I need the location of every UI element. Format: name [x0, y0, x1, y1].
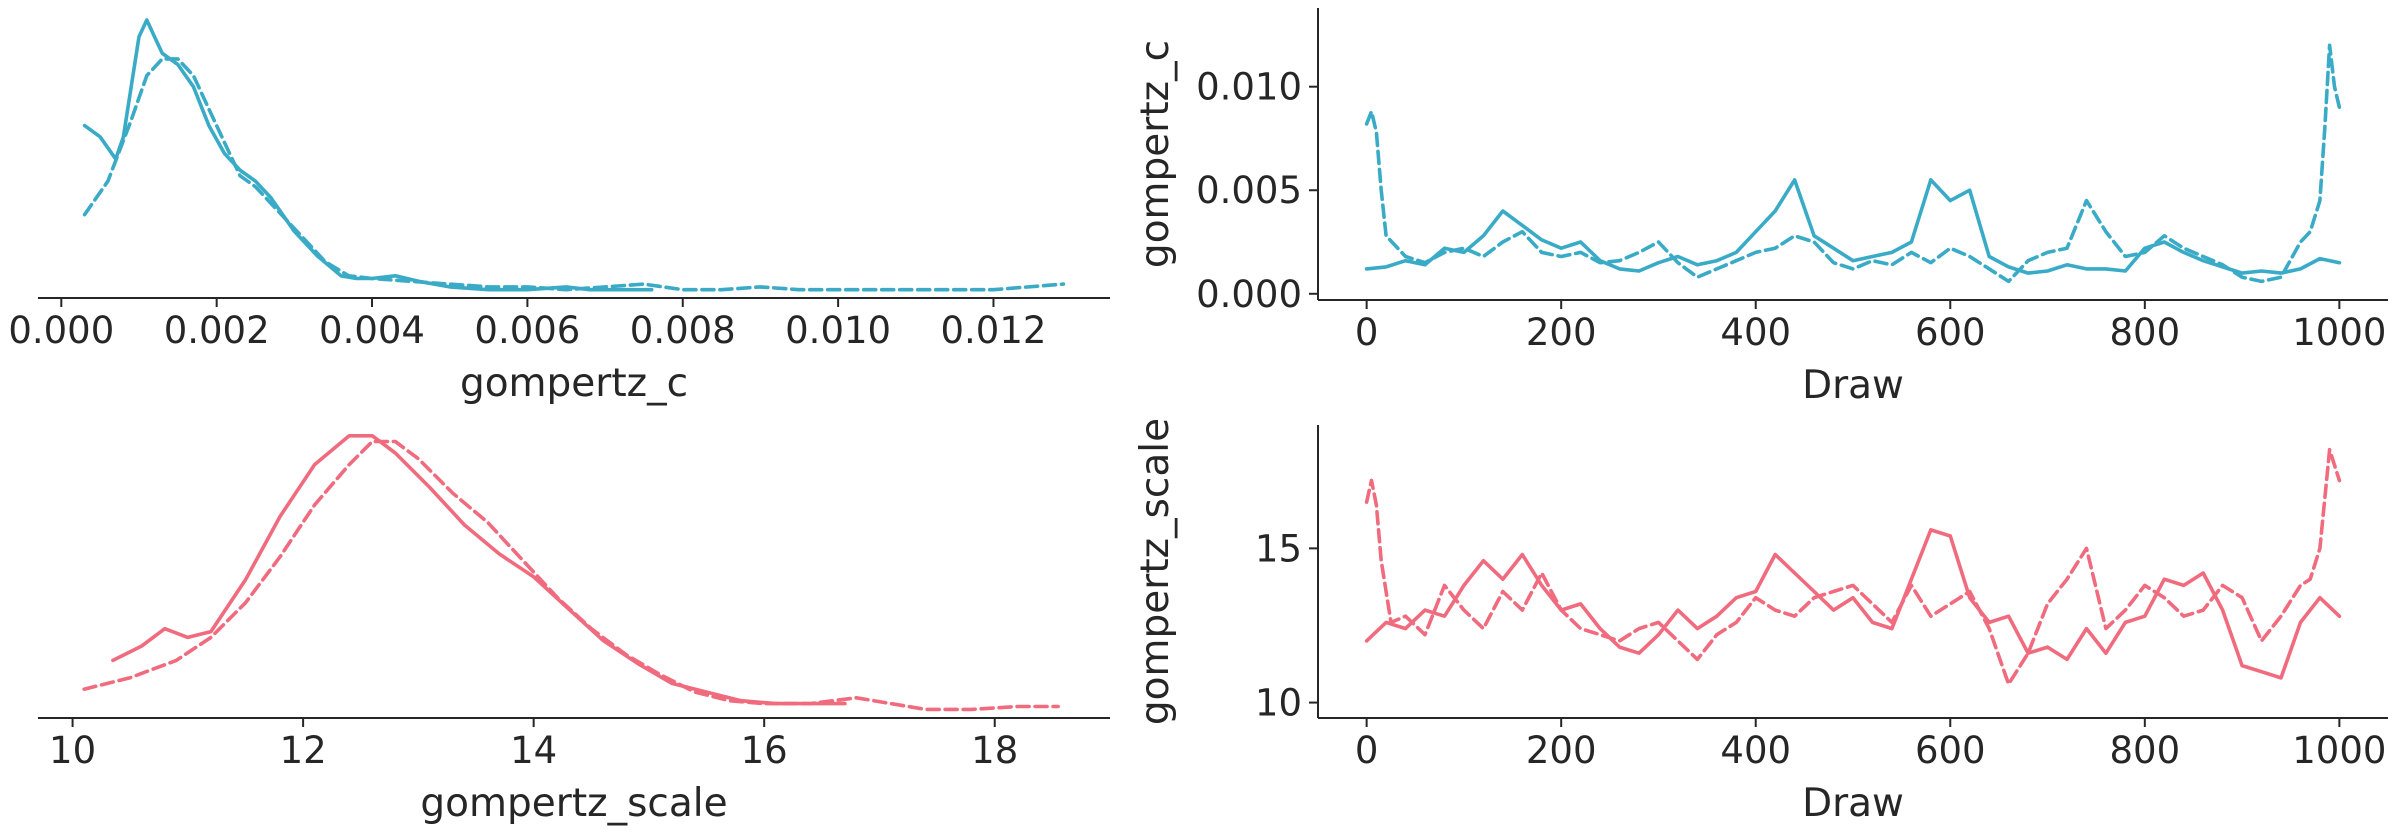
x-tick-label: 16: [741, 729, 788, 772]
x-tick-label: 0.008: [630, 309, 736, 352]
x-tick-label: 1000: [2292, 311, 2386, 354]
x-tick-label: 200: [1526, 311, 1597, 354]
x-tick-label: 0: [1355, 729, 1379, 772]
series-line-dashed: [1364, 447, 2342, 686]
series-line-solid: [1364, 528, 2342, 680]
x-tick-label: 400: [1720, 311, 1791, 354]
x-tick-label: 800: [2110, 311, 2181, 354]
y-tick-label: 15: [1255, 527, 1302, 570]
y-tick-label: 0.010: [1196, 66, 1302, 109]
x-tick-label: 0.006: [474, 309, 580, 352]
trace-gompertz-c-panel: 0 200 400 600 800 1000 Draw 0.000 0.005 0.010 gomp…: [1133, 8, 2388, 408]
x-tick-label: 600: [1915, 729, 1986, 772]
x-axis-label: Draw: [1802, 781, 1904, 826]
y-tick-label: 0.005: [1196, 169, 1302, 212]
x-tick-label: 600: [1915, 311, 1986, 354]
x-tick-label: 0.012: [941, 309, 1047, 352]
series-line-dashed: [82, 439, 1060, 712]
x-tick-label: 0.010: [785, 309, 891, 352]
x-axis-label: Draw: [1802, 363, 1904, 408]
series-line-dashed: [82, 57, 1066, 292]
y-axis-label: gompertz_c: [1133, 40, 1178, 268]
x-tick-label: 0: [1355, 311, 1379, 354]
x-axis-label: gompertz_scale: [420, 781, 727, 826]
x-tick-label: 12: [280, 729, 327, 772]
kde-gompertz-scale-panel: 10 12 14 16 18 gompertz_scale: [38, 434, 1110, 826]
x-tick-label: 800: [2110, 729, 2181, 772]
trace-gompertz-scale-panel: 0 200 400 600 800 1000 Draw 10 15 gompertz_scale: [1133, 418, 2388, 826]
y-axis-label: gompertz_scale: [1133, 418, 1178, 725]
x-tick-label: 10: [49, 729, 96, 772]
series-line-dashed: [1364, 43, 2342, 284]
y-tick-label: 0.000: [1196, 273, 1302, 316]
x-tick-label: 200: [1526, 729, 1597, 772]
series-line-solid: [82, 18, 654, 292]
x-tick-label: 14: [510, 729, 557, 772]
kde-gompertz-c-panel: 0.000 0.002 0.004 0.006 0.008 0.010 0.012 gompe…: [8, 18, 1110, 406]
y-tick-label: 10: [1255, 682, 1302, 725]
x-tick-label: 400: [1720, 729, 1791, 772]
x-tick-label: 18: [971, 729, 1018, 772]
x-tick-label: 0.002: [164, 309, 270, 352]
x-tick-label: 1000: [2292, 729, 2386, 772]
series-line-solid: [111, 434, 847, 706]
x-tick-label: 0.004: [319, 309, 425, 352]
series-line-solid: [1364, 178, 2342, 275]
x-axis-label: gompertz_c: [460, 361, 688, 406]
x-tick-label: 0.000: [8, 309, 114, 352]
